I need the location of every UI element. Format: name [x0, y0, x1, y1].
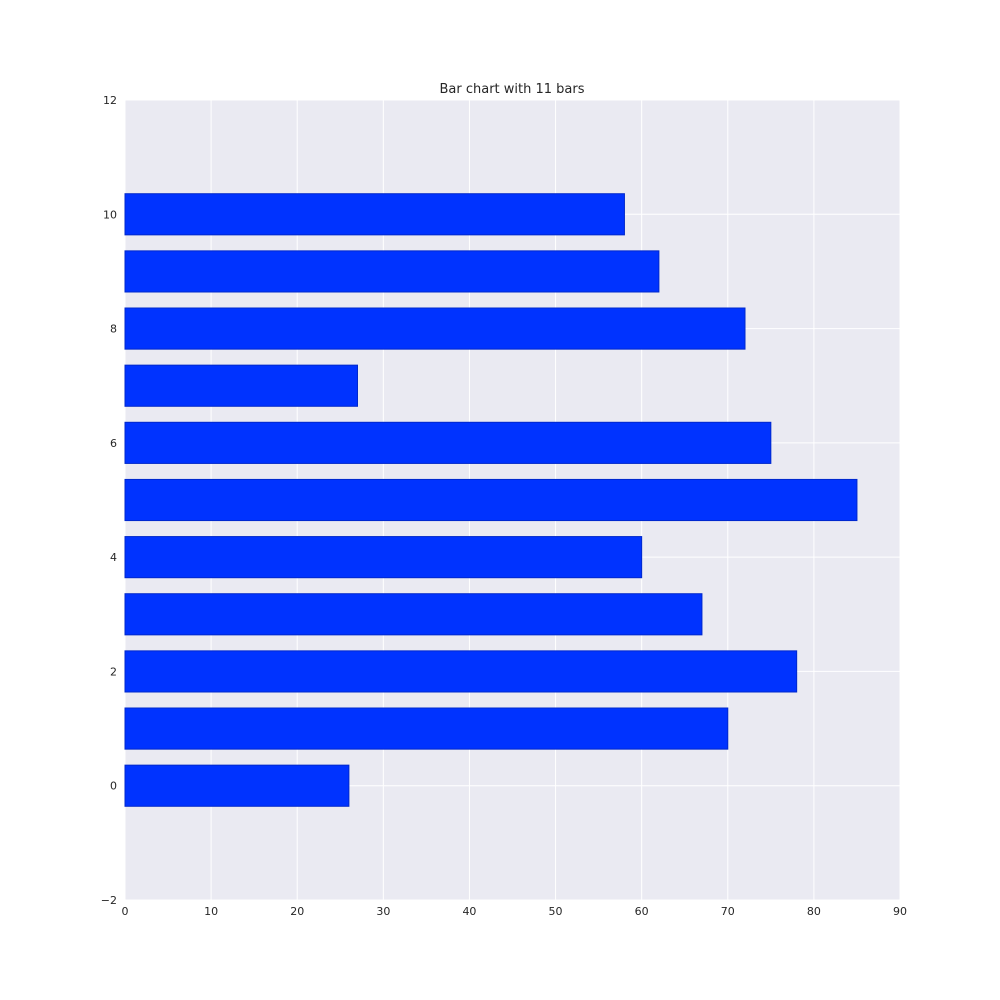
bar-1 [124, 707, 729, 750]
x-tick-label: 80 [807, 905, 821, 918]
x-tick-label: 20 [290, 905, 304, 918]
x-tick-label: 10 [204, 905, 218, 918]
y-tick-label: 10 [103, 208, 117, 221]
y-tick-label: 2 [110, 665, 117, 678]
bar-7 [124, 364, 358, 407]
y-tick-label: 0 [110, 780, 117, 793]
x-tick-label: 30 [376, 905, 390, 918]
x-tick-label: 50 [549, 905, 563, 918]
bar-8 [124, 307, 746, 350]
bar-2 [124, 650, 798, 693]
y-axis-ticks: −2 0 2 4 6 8 10 12 [101, 94, 117, 907]
bar-5 [124, 478, 858, 522]
x-axis-ticks: 0 10 20 30 40 50 60 70 80 90 [122, 905, 908, 918]
y-tick-label: 6 [110, 437, 117, 450]
bar-0 [124, 764, 350, 807]
x-tick-label: 90 [893, 905, 907, 918]
x-tick-label: 40 [462, 905, 476, 918]
x-tick-label: 70 [721, 905, 735, 918]
chart-title: Bar chart with 11 bars [439, 82, 584, 97]
bar-3 [124, 593, 703, 636]
bars [124, 193, 858, 807]
y-tick-label: 8 [110, 323, 117, 336]
bar-9 [124, 250, 660, 293]
y-tick-label: −2 [101, 894, 117, 907]
y-tick-label: 4 [110, 551, 117, 564]
x-tick-label: 60 [635, 905, 649, 918]
bar-4 [124, 536, 643, 579]
bar-10 [124, 193, 625, 236]
bar-6 [124, 421, 772, 464]
y-tick-label: 12 [103, 94, 117, 107]
x-tick-label: 0 [122, 905, 129, 918]
